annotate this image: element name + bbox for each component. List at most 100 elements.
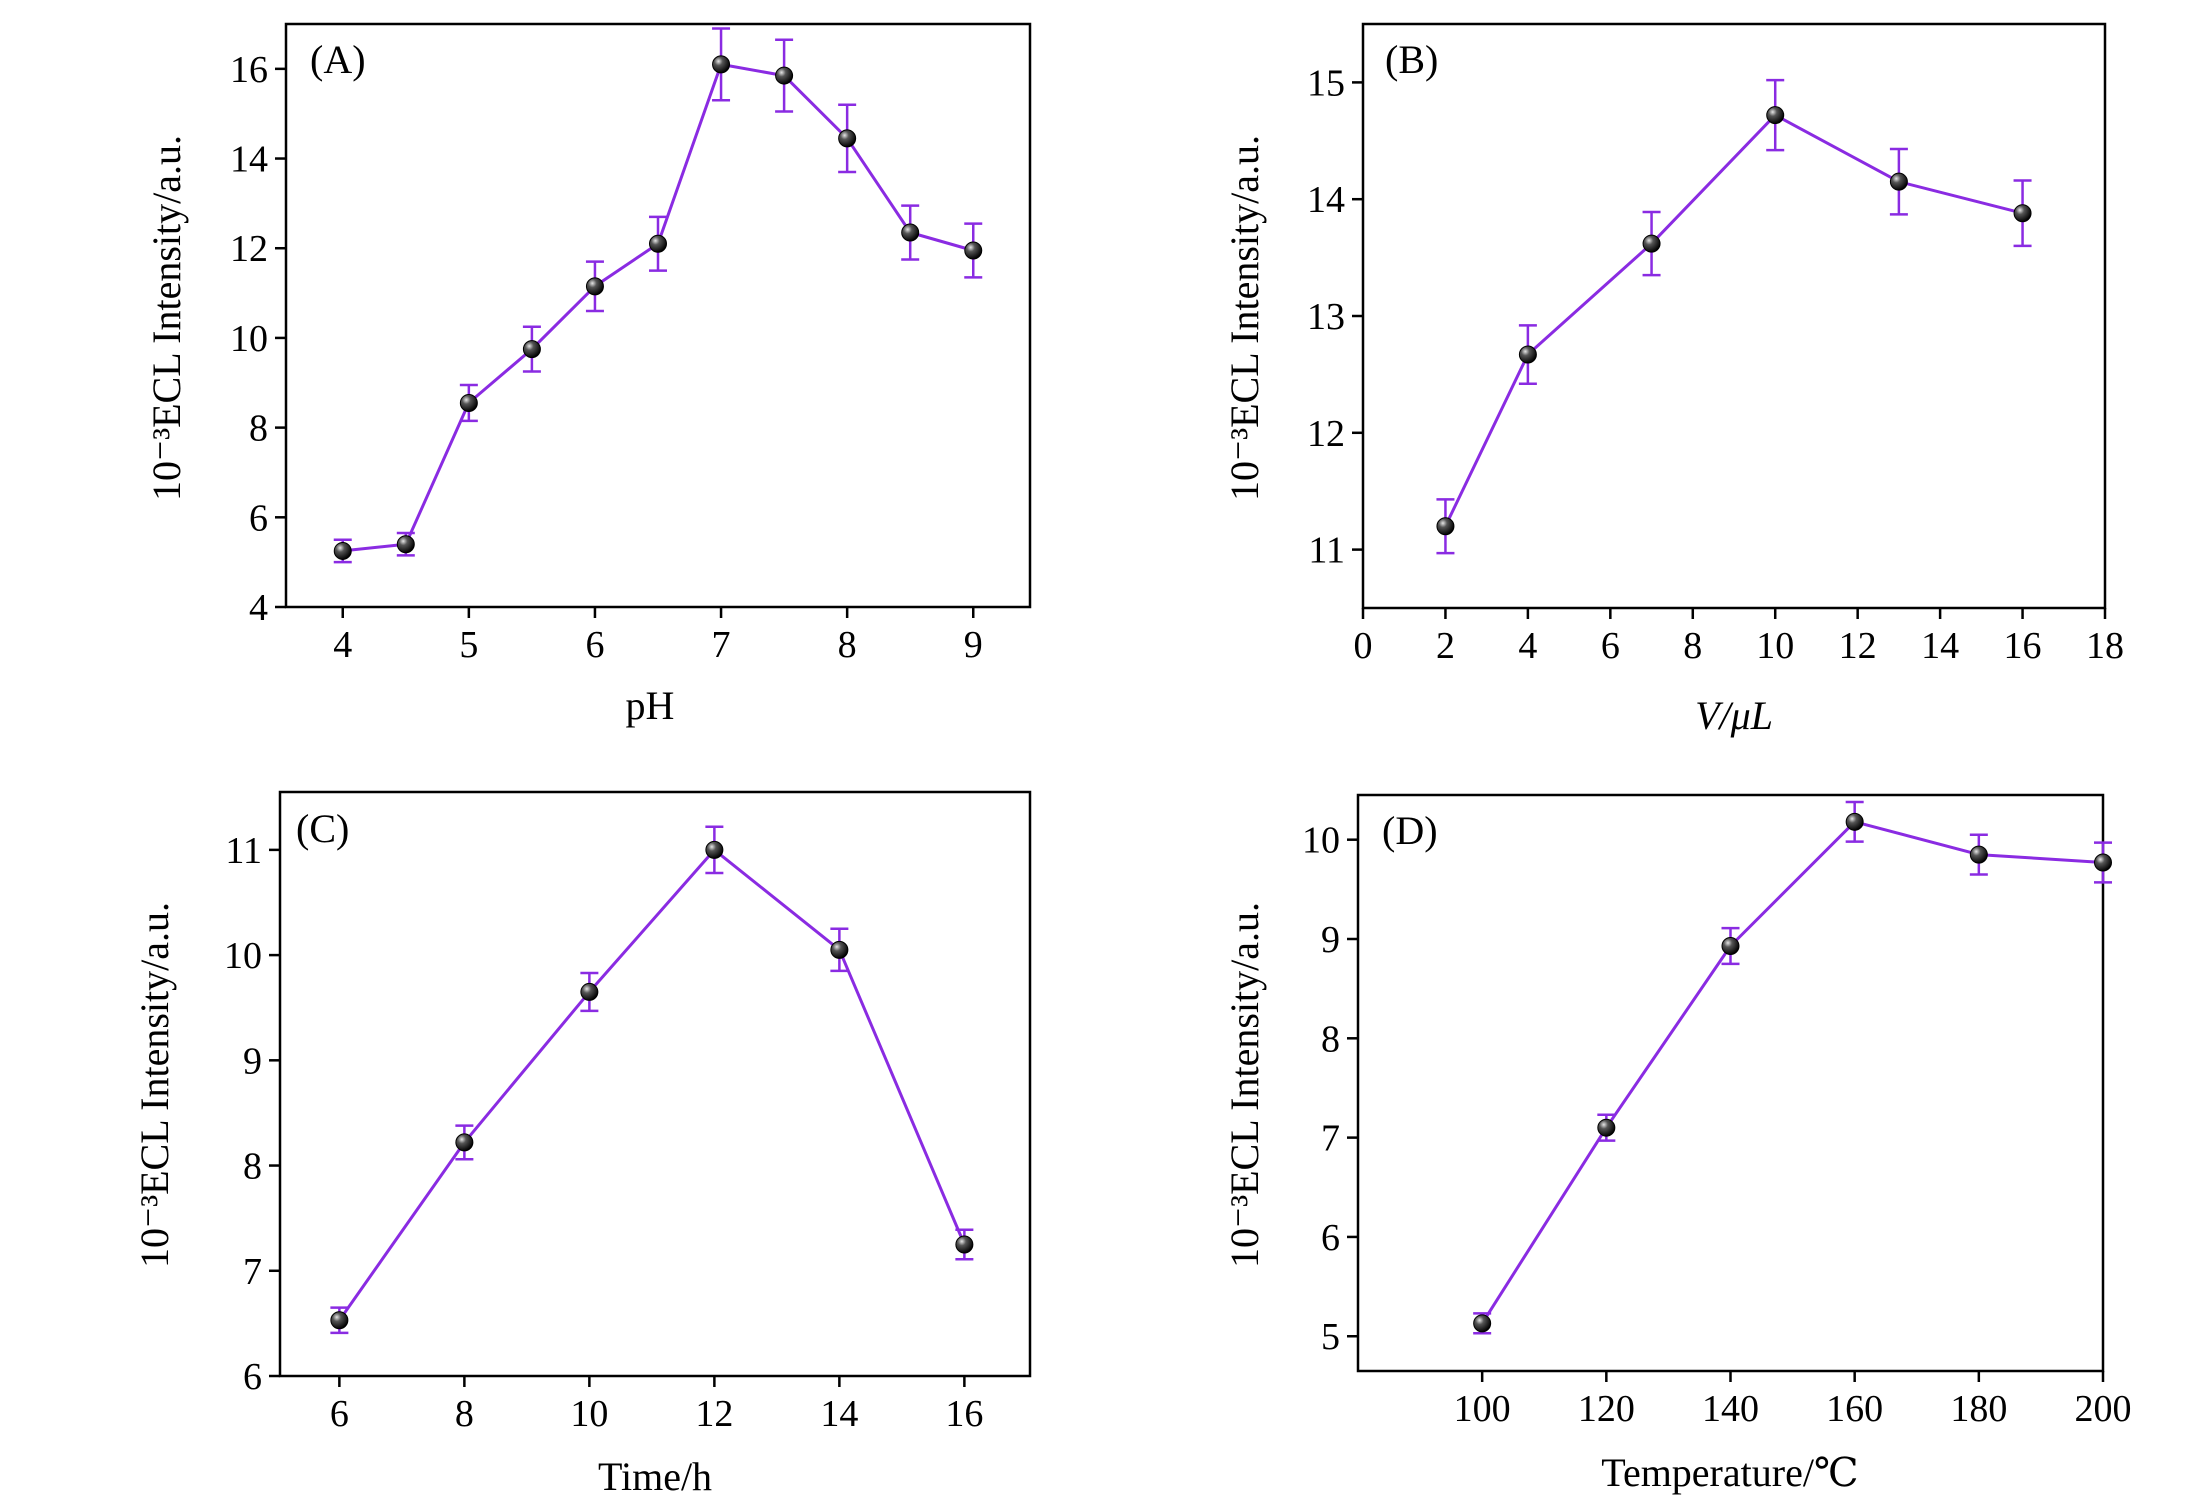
panel-a-xtick-label: 7	[712, 624, 731, 666]
panel-b-xtick-label: 16	[2004, 625, 2042, 667]
panel-d-ylabel: 10⁻³ECL Intensity/a.u.	[1222, 902, 1267, 1268]
panel-d-data-point	[1845, 812, 1864, 831]
panel-a-ytick-label: 8	[249, 408, 268, 450]
panel-c-xtick-label: 10	[570, 1393, 608, 1435]
panel-a-data-point	[964, 241, 983, 260]
panel-d-xlabel: Temperature/℃	[1601, 1450, 1858, 1495]
panel-d-xtick-label: 200	[2075, 1388, 2132, 1430]
panel-b-frame	[1361, 22, 2107, 610]
panel-a-ytick-label: 12	[230, 228, 268, 270]
panel-b-xtick-label: 6	[1601, 625, 1620, 667]
panel-a-xtick-label: 5	[459, 624, 478, 666]
panel-d-xtick-label: 160	[1826, 1388, 1883, 1430]
panel-c-xtick-label: 16	[945, 1393, 983, 1435]
panel-a-data-point	[459, 393, 478, 412]
panel-a-series-line	[342, 62, 974, 553]
panel-c-data-point	[830, 940, 849, 959]
panel-d-frame	[1356, 793, 2105, 1373]
panel-a-ylabel: 10⁻³ECL Intensity/a.u.	[144, 135, 189, 501]
panel-c-frame	[278, 790, 1032, 1378]
panel-d-series-line	[1480, 820, 2104, 1325]
panel-b-series-line	[1444, 113, 2023, 527]
panel-a-ytick-label: 10	[230, 318, 268, 360]
panel-b-ticks: 0 2 4 6 8 10 12 14 16 18 11 12 13 14 15	[1307, 62, 2124, 667]
panel-a-ytick-label: 6	[249, 497, 268, 539]
panel-d-data-point	[2094, 853, 2112, 872]
panel-a-data-point	[333, 541, 352, 560]
panel-d-data-point	[1597, 1118, 1616, 1137]
panel-b-data-point	[1766, 106, 1785, 125]
panel-b-xtick-label: 14	[1921, 625, 1959, 667]
panel-c-series-line	[338, 848, 966, 1322]
panel-d-ytick-label: 7	[1321, 1118, 1340, 1160]
panel-c-ytick-label: 9	[243, 1040, 262, 1082]
panel-b-label: (B)	[1385, 37, 1438, 82]
panel-b-xtick-label: 0	[1354, 625, 1373, 667]
panel-c-xtick-label: 12	[695, 1393, 733, 1435]
panel-a-ytick-label: 16	[230, 49, 268, 91]
panel-d-xtick-label: 100	[1454, 1388, 1511, 1430]
panel-b-data-point	[1518, 345, 1537, 364]
panel-d-data-point	[1473, 1314, 1492, 1333]
panel-a-data-point	[585, 277, 604, 296]
panel-a: (A) 4 5 6 7 8 9 4 6 8 10 12 14 16 pH 10⁻³ECL Intensi…	[144, 22, 1032, 728]
panel-a-data-point	[396, 535, 415, 554]
panel-c-xtick-label: 14	[820, 1393, 858, 1435]
panel-a-xtick-label: 9	[964, 624, 983, 666]
panel-d-ytick-label: 5	[1321, 1316, 1340, 1358]
panel-a-data-point	[838, 129, 857, 148]
panel-b-ytick-label: 14	[1307, 179, 1345, 221]
panel-b-ytick-label: 13	[1307, 296, 1345, 338]
panel-a-xtick-label: 8	[838, 624, 857, 666]
panel-a-label: (A)	[310, 37, 366, 82]
panel-c-data-point	[955, 1235, 974, 1254]
panel-b-xtick-label: 2	[1436, 625, 1455, 667]
panel-a-ytick-label: 4	[249, 587, 268, 629]
panel-c-ytick-label: 11	[225, 830, 262, 872]
panel-b-xtick-label: 4	[1518, 625, 1537, 667]
panel-c-series	[330, 825, 974, 1335]
panel-d-xtick-label: 180	[1950, 1388, 2007, 1430]
panel-a-frame	[284, 22, 1032, 609]
panel-d-ticks: 100 120 140 160 180 200 5 6 7 8 9 10	[1302, 820, 2132, 1430]
panel-b-ytick-label: 11	[1308, 530, 1345, 572]
panel-c-xtick-label: 8	[455, 1393, 474, 1435]
panel-c-ytick-label: 7	[243, 1251, 262, 1293]
panel-c: (C) 6 8 10 12 14 16 6 7 8 9 10 11 Time/h 10⁻³ECL In…	[132, 790, 1032, 1496]
panel-b-xlabel: V/μL	[1695, 693, 1773, 738]
panel-d-xtick-label: 140	[1702, 1388, 1759, 1430]
panel-a-data-point	[775, 66, 794, 85]
panel-c-data-point	[455, 1133, 474, 1152]
panel-c-ticks: 6 8 10 12 14 16 6 7 8 9 10 11	[224, 830, 983, 1435]
panel-a-xtick-label: 6	[585, 624, 604, 666]
panel-b-ytick-label: 12	[1307, 413, 1345, 455]
panel-b-series	[1436, 78, 2032, 555]
panel-a-data-point	[649, 234, 667, 253]
panel-c-ytick-label: 6	[243, 1356, 262, 1398]
panel-c-ytick-label: 8	[243, 1146, 262, 1188]
panel-b-xtick-label: 18	[2086, 625, 2124, 667]
panel-c-data-point	[330, 1311, 349, 1330]
panel-d-series	[1473, 800, 2112, 1335]
panel-d-ytick-label: 10	[1302, 820, 1340, 862]
panel-d-ytick-label: 8	[1321, 1018, 1340, 1060]
panel-d: (D) 100 120 140 160 180 200 5 6 7 8 9 10 Temperatur…	[1222, 793, 2132, 1495]
panel-a-ytick-label: 14	[230, 139, 268, 181]
panel-c-data-point	[705, 840, 724, 859]
panel-c-ylabel: 10⁻³ECL Intensity/a.u.	[132, 902, 177, 1268]
panel-d-xtick-label: 120	[1578, 1388, 1635, 1430]
panel-a-xtick-label: 4	[333, 624, 352, 666]
panel-d-ytick-label: 6	[1321, 1217, 1340, 1259]
panel-a-data-point	[901, 223, 920, 242]
panel-b-ylabel: 10⁻³ECL Intensity/a.u.	[1222, 135, 1267, 501]
panel-b-xtick-label: 10	[1756, 625, 1794, 667]
panel-b-data-point	[1436, 517, 1455, 536]
panel-b: (B) 0 2 4 6 8 10 12 14 16 18 11 12 13 14 15 V/μL 10⁻³E…	[1222, 22, 2124, 738]
panel-a-xlabel: pH	[626, 683, 675, 728]
panel-d-data-point	[1721, 936, 1740, 955]
panel-a-ticks: 4 5 6 7 8 9 4 6 8 10 12 14 16	[230, 49, 983, 666]
panel-b-xtick-label: 12	[1839, 625, 1877, 667]
panel-c-ytick-label: 10	[224, 935, 262, 977]
panel-c-data-point	[580, 982, 599, 1001]
